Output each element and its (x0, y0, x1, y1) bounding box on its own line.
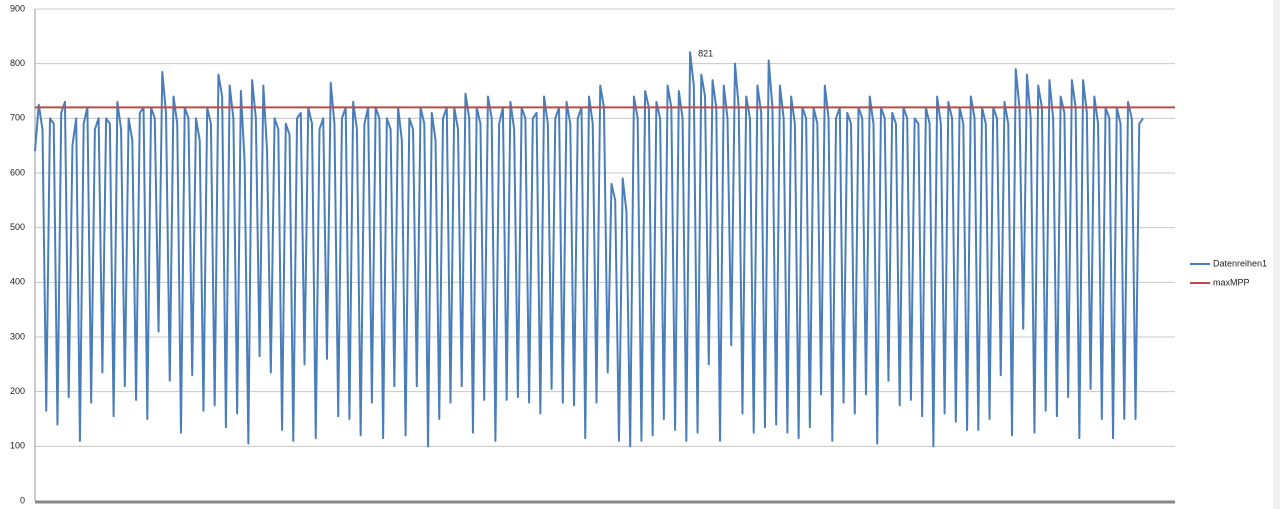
y-tick-label: 100 (10, 441, 25, 451)
legend-label: maxMPP (1213, 277, 1250, 287)
y-tick-label: 600 (10, 167, 25, 177)
y-tick-label: 500 (10, 222, 25, 232)
data-label: 821 (698, 49, 713, 59)
data-line (34, 51, 1144, 448)
y-tick-label: 0 (20, 495, 25, 505)
y-tick-label: 300 (10, 331, 25, 341)
y-tick-label: 700 (10, 113, 25, 123)
y-tick-label: 800 (10, 58, 25, 68)
legend-label: Datenreihen1 (1213, 258, 1267, 268)
window-edge (1273, 0, 1280, 509)
y-tick-label: 900 (10, 3, 25, 13)
y-tick-label: 200 (10, 386, 25, 396)
y-tick-label: 400 (10, 277, 25, 287)
